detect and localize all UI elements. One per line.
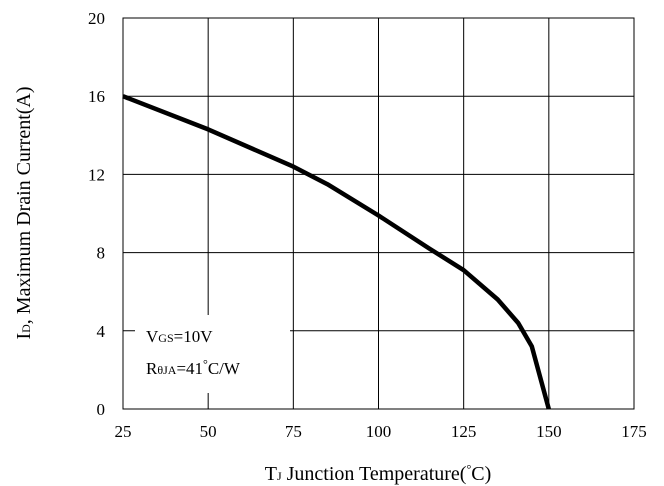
y-tick-label: 12 xyxy=(88,165,105,184)
annotation-box xyxy=(135,315,290,393)
x-tick-label: 50 xyxy=(200,422,217,441)
y-tick-label: 16 xyxy=(88,87,105,106)
y-axis-title: ID, Maximum Drain Current(A) xyxy=(13,86,35,339)
series-line-drain-current xyxy=(122,94,551,410)
y-tick-label: 0 xyxy=(97,400,106,419)
y-tick-label: 8 xyxy=(97,244,106,263)
x-tick-label: 100 xyxy=(366,422,392,441)
y-tick-label: 20 xyxy=(88,9,105,28)
annotation-vgs: VGS=10V xyxy=(146,327,213,346)
x-tick-label: 150 xyxy=(536,422,562,441)
x-axis-title: TJ Junction Temperature(°C) xyxy=(265,462,492,485)
x-tick-labels: 25 50 75 100 125 150 175 xyxy=(115,422,647,441)
annotation-rthja: RθJA=41°C/W xyxy=(146,357,241,378)
x-tick-label: 25 xyxy=(115,422,132,441)
x-tick-label: 75 xyxy=(285,422,302,441)
x-tick-label: 125 xyxy=(451,422,477,441)
plot-frame xyxy=(122,17,635,410)
y-tick-labels: 0 4 8 12 16 20 xyxy=(88,9,106,419)
x-tick-label: 175 xyxy=(621,422,647,441)
y-tick-label: 4 xyxy=(97,322,106,341)
